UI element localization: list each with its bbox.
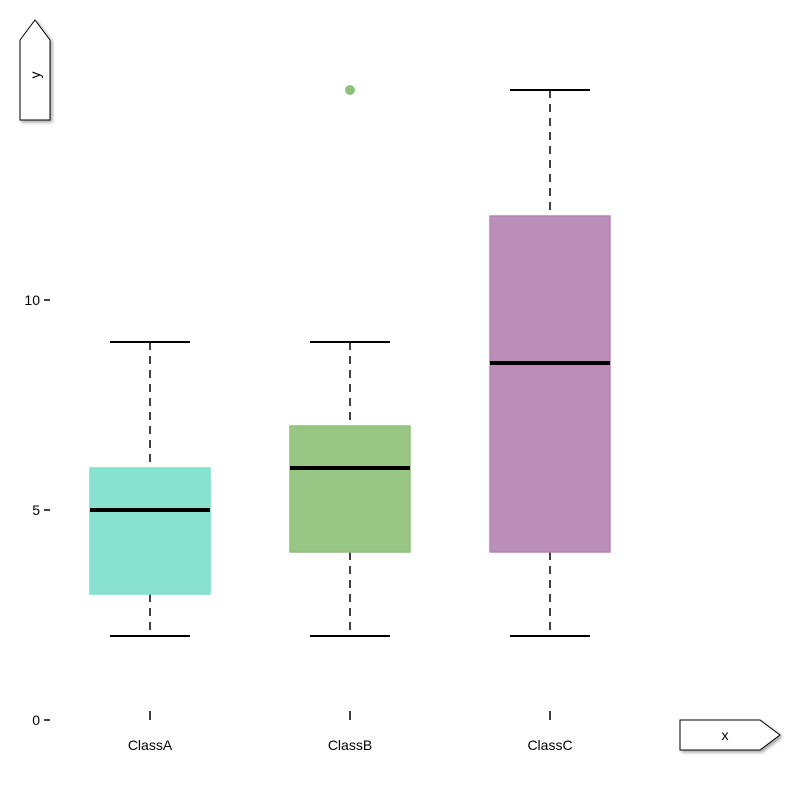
box-classa — [89, 341, 211, 637]
x-ticks: ClassA ClassB ClassC — [128, 711, 573, 753]
boxes — [89, 85, 611, 637]
y-tick-label: 0 — [32, 712, 40, 728]
x-axis-label: x — [722, 727, 729, 743]
y-tick-label: 5 — [32, 502, 40, 518]
box-body — [289, 425, 411, 553]
x-tick-label: ClassB — [328, 737, 372, 753]
x-tick-label: ClassC — [527, 737, 572, 753]
box-body — [89, 467, 211, 595]
y-axis-label: y — [27, 72, 43, 79]
y-tick-label: 10 — [24, 292, 40, 308]
box-body — [489, 215, 611, 553]
x-axis-label-tag: x — [679, 719, 781, 751]
outlier-point — [345, 85, 355, 95]
y-axis-label-tag: y — [19, 19, 51, 121]
x-axis-label-arrow — [679, 719, 781, 751]
box-classb — [289, 85, 411, 637]
y-axis-label-arrow — [19, 19, 51, 121]
x-tick-label: ClassA — [128, 737, 173, 753]
box-classc — [489, 89, 611, 637]
y-ticks: 051015 — [24, 82, 50, 728]
